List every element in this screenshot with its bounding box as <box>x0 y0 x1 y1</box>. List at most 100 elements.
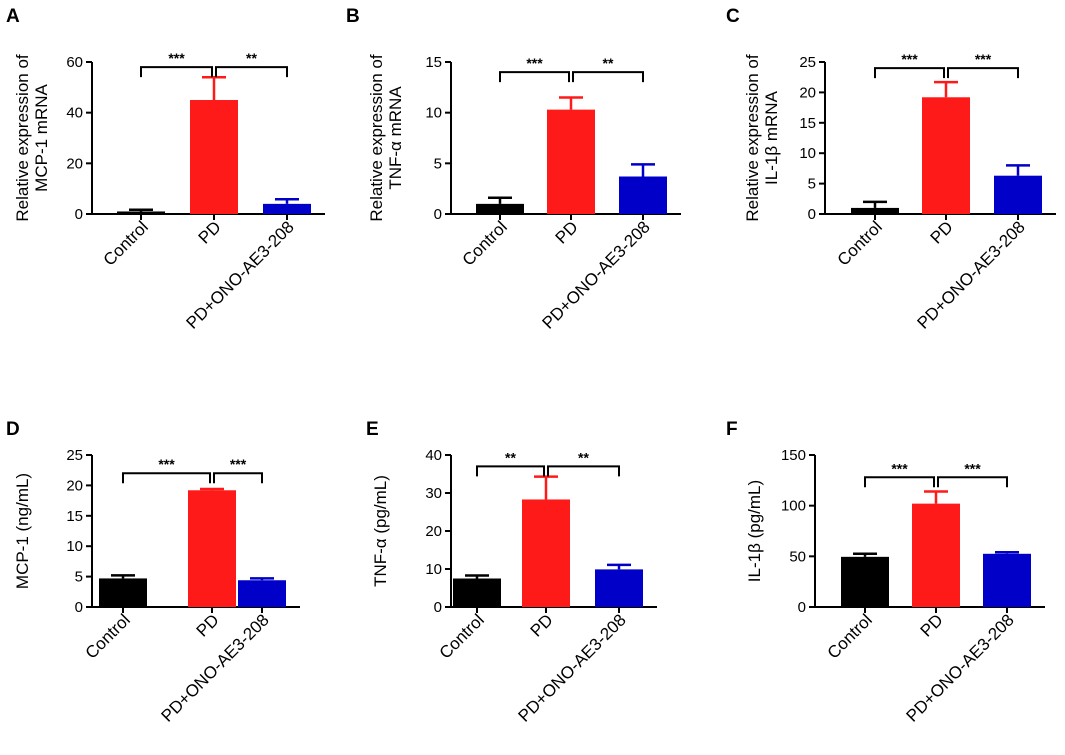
bar-pd-ono-ae3-208 <box>619 176 667 214</box>
y-tick-label: 15 <box>799 115 816 132</box>
y-axis-label: IL-1β mRNA <box>762 90 781 185</box>
significance-label: ** <box>578 449 589 465</box>
category-label: PD <box>927 217 957 247</box>
category-label: PD <box>527 610 557 640</box>
significance-label: *** <box>891 460 908 476</box>
panel-letter: C <box>726 6 740 27</box>
y-tick-label: 20 <box>425 523 442 540</box>
panel-letter: D <box>6 419 20 440</box>
category-label: PD <box>193 610 223 640</box>
panel-letter: B <box>346 6 360 27</box>
category-label: PD <box>195 217 225 247</box>
bar-pd-ono-ae3-208 <box>238 580 286 607</box>
chart-panel-b: B Relative expression of TNF-α mRNA 0 5 10 15 C… <box>346 6 681 333</box>
chart-panel-a: A Relative expression of MCP-1 mRNA 0 20 40 60… <box>6 6 325 333</box>
y-tick-label: 100 <box>781 498 806 515</box>
bar-pd-ono-ae3-208 <box>263 203 311 214</box>
y-axis-label: TNF-α mRNA <box>386 86 405 190</box>
bar-pd-ono-ae3-208 <box>595 569 643 607</box>
significance-bracket <box>499 71 570 83</box>
significance-bracket <box>864 476 935 488</box>
bar-control <box>453 578 501 607</box>
bar-pd <box>188 490 236 607</box>
significance-label: *** <box>975 51 992 67</box>
y-tick-label: 0 <box>434 599 442 616</box>
y-tick-label: 10 <box>799 145 816 162</box>
y-tick-label: 5 <box>808 176 816 193</box>
significance-label: *** <box>901 51 918 67</box>
significance-bracket <box>547 465 620 477</box>
bar-control <box>841 556 889 607</box>
y-axis-label: TNF-α (pg/mL) <box>371 475 390 587</box>
bar-pd <box>922 97 970 214</box>
y-tick-label: 30 <box>425 485 442 502</box>
significance-label: *** <box>158 456 175 472</box>
significance-label: ** <box>246 50 257 66</box>
y-tick-label: 0 <box>434 206 442 223</box>
panel-letter: E <box>366 419 379 440</box>
y-tick-label: 20 <box>66 477 83 494</box>
panel-letter: F <box>726 419 738 440</box>
significance-bracket <box>140 66 213 78</box>
y-axis-label: MCP-1 mRNA <box>32 84 51 192</box>
bar-pd <box>547 109 595 214</box>
y-tick-label: 150 <box>781 447 806 464</box>
y-tick-label: 40 <box>425 447 442 464</box>
category-label: Control <box>82 610 134 662</box>
significance-label: *** <box>964 460 981 476</box>
category-label: PD <box>917 610 947 640</box>
category-label: Control <box>100 217 152 269</box>
y-axis-label: MCP-1 (ng/mL) <box>13 473 32 589</box>
bar-control <box>851 207 899 214</box>
significance-bracket <box>937 476 1008 488</box>
significance-bracket <box>874 67 945 79</box>
panel-letter: A <box>6 6 20 27</box>
bar-pd-ono-ae3-208 <box>994 175 1042 214</box>
y-tick-label: 10 <box>425 105 442 122</box>
significance-bracket <box>572 71 644 83</box>
y-tick-label: 25 <box>799 54 816 71</box>
bar-control <box>476 203 524 214</box>
y-tick-label: 5 <box>434 155 442 172</box>
y-tick-label: 10 <box>66 538 83 555</box>
category-label: Control <box>834 217 886 269</box>
y-tick-label: 20 <box>66 155 83 172</box>
y-tick-label: 40 <box>66 105 83 122</box>
y-tick-label: 0 <box>75 599 83 616</box>
bar-pd-ono-ae3-208 <box>983 553 1031 607</box>
y-axis-label: Relative expression of <box>13 54 32 222</box>
y-tick-label: 50 <box>789 548 806 565</box>
significance-bracket <box>947 67 1019 79</box>
y-axis-label: IL-1β (pg/mL) <box>745 480 764 582</box>
bar-pd <box>522 499 570 607</box>
y-tick-label: 0 <box>798 599 806 616</box>
category-label: Control <box>459 217 511 269</box>
significance-label: *** <box>526 55 543 71</box>
significance-label: *** <box>230 456 247 472</box>
y-tick-label: 60 <box>66 54 83 71</box>
y-axis-label: Relative expression of <box>743 54 762 222</box>
y-tick-label: 0 <box>75 206 83 223</box>
bar-pd <box>190 100 238 214</box>
category-label: PD <box>552 217 582 247</box>
bar-control <box>99 578 147 607</box>
significance-label: ** <box>505 449 516 465</box>
significance-bracket <box>122 472 211 484</box>
category-label: Control <box>824 610 876 662</box>
significance-bracket <box>476 465 545 477</box>
category-label: Control <box>436 610 488 662</box>
y-tick-label: 25 <box>66 447 83 464</box>
y-tick-label: 10 <box>425 561 442 578</box>
significance-bracket <box>215 66 288 78</box>
y-tick-label: 0 <box>808 206 816 223</box>
y-tick-label: 15 <box>425 54 442 71</box>
bar-pd <box>912 503 960 607</box>
y-axis-label: Relative expression of <box>367 54 386 222</box>
y-tick-label: 20 <box>799 84 816 101</box>
bar-control <box>117 211 165 214</box>
y-tick-label: 15 <box>66 508 83 525</box>
